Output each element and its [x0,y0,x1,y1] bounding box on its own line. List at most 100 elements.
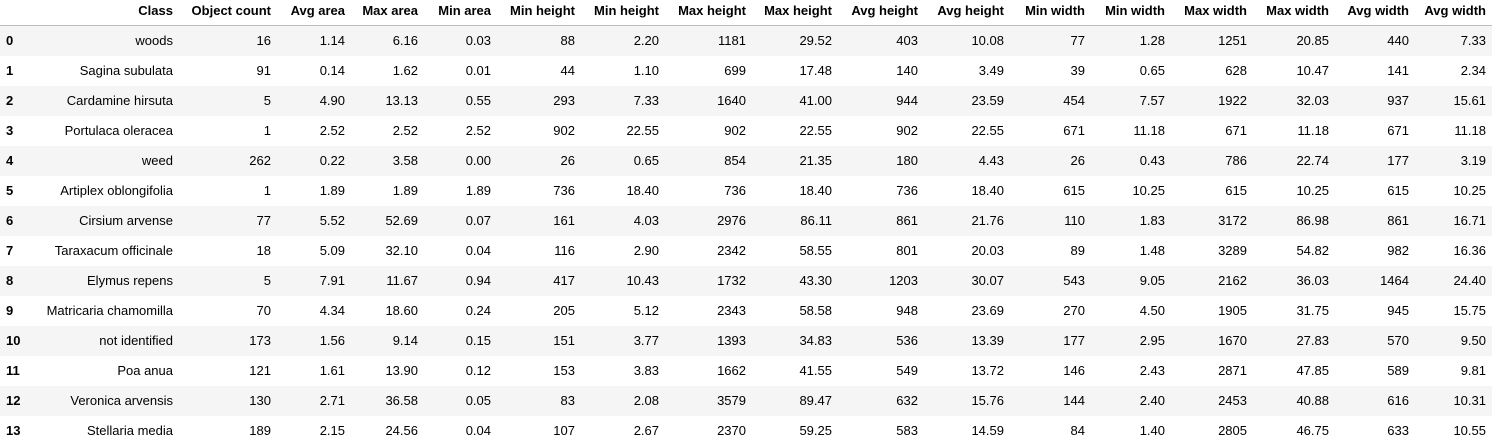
table-cell: 616 [1387,393,1409,408]
table-cell: 205 [553,303,575,318]
table-cell: 671 [1063,123,1085,138]
table-cell: 1 [263,123,271,138]
table-cell: Poa anua [117,363,173,378]
table-cell: Cardamine hirsuta [66,93,173,108]
table-cell: 0.14 [319,63,345,78]
table-cell: Artiplex oblongifolia [60,183,173,198]
table-cell: 44 [560,63,575,78]
table-cell: 13.72 [971,363,1004,378]
table-cell: 20.03 [971,243,1004,258]
table-cell: 21.35 [799,153,832,168]
row-index: 10 [6,333,21,348]
table-cell: 417 [553,273,575,288]
table-cell: 1732 [717,273,746,288]
table-cell: not identified [99,333,173,348]
table-cell: 1.83 [1139,213,1165,228]
table-cell: 902 [896,123,918,138]
table-cell: 18.40 [799,183,832,198]
table-cell: 7.33 [1460,33,1486,49]
table-cell: 34.83 [799,333,832,348]
table-cell: 9.81 [1460,363,1486,378]
table-cell: 151 [553,333,575,348]
table-cell: 3.77 [633,333,659,348]
table-cell: 13.39 [971,333,1004,348]
table-cell: 4.34 [319,303,345,318]
table-cell: 4.90 [319,93,345,108]
table-cell: 671 [1387,123,1409,138]
table-cell: 0.22 [319,153,345,168]
table-cell: 1.48 [1139,243,1165,258]
table-cell: 41.55 [799,363,832,378]
table-cell: 628 [1225,63,1247,78]
table-cell: 2.52 [392,123,418,138]
table-row: 9 Matricaria chamomilla 70 4.34 18.60 0.24 205… [0,295,1492,326]
header-row: Class Object count Avg area Max area Min are… [0,0,1492,26]
table-cell: 3289 [1218,243,1247,258]
table-cell: 36.03 [1296,273,1329,288]
table-cell: 1640 [717,93,746,108]
table-cell: 5.52 [319,213,345,228]
table-cell: 0.15 [465,333,491,348]
table-cell: 2.90 [633,243,659,258]
table-cell: 0.65 [633,153,659,168]
table-cell: 2343 [717,303,746,318]
column-header: Min height [497,0,581,26]
table-cell: 21.76 [971,213,1004,228]
row-index: 1 [6,63,14,78]
table-cell: 2162 [1218,273,1247,288]
table-cell: 937 [1387,93,1409,108]
row-index: 6 [6,213,14,228]
column-header: Max height [665,0,752,26]
table-cell: 141 [1387,63,1409,78]
column-header: Avg width [1415,0,1492,26]
table-cell: 1.89 [319,183,345,198]
table-cell: 27.83 [1296,333,1329,348]
table-cell: 144 [1063,393,1085,408]
table-cell: 3.49 [978,63,1004,78]
table-cell: 89 [1070,243,1085,258]
table-cell: 549 [896,363,918,378]
table-cell: 10.47 [1296,63,1329,78]
index-header [0,0,35,26]
table-cell: 30.07 [971,273,1004,288]
table-cell: 22.55 [626,123,659,138]
table-row: 4 weed 262 0.22 3.58 0.00 26 0.65 854 21.35 180 4.4… [0,145,1492,176]
row-index: 0 [6,33,14,49]
table-cell: 3.58 [392,153,418,168]
table-cell: 902 [553,123,575,138]
table-cell: Veronica arvensis [70,393,173,408]
table-cell: 0.24 [465,303,491,318]
table-cell: 9.14 [392,333,418,348]
table-row: 5 Artiplex oblongifolia 1 1.89 1.89 1.89 736 18… [0,175,1492,206]
table-cell: 982 [1387,243,1409,258]
table-cell: 736 [724,183,746,198]
table-cell: 736 [896,183,918,198]
table-cell: 0.04 [465,243,491,258]
table-cell: 22.55 [971,123,1004,138]
table-cell: 2.71 [319,393,345,408]
table-cell: 861 [1387,213,1409,228]
table-cell: 10.08 [971,33,1004,49]
table-cell: 140 [896,63,918,78]
table-cell: 3.83 [633,363,659,378]
table-cell: 121 [249,363,271,378]
table-cell: 39 [1070,63,1085,78]
table-cell: 2.52 [465,123,491,138]
table-cell: 944 [896,93,918,108]
row-index: 7 [6,243,14,258]
table-cell: 146 [1063,363,1085,378]
table-row: 6 Cirsium arvense 77 5.52 52.69 0.07 161 4.03 29… [0,205,1492,236]
table-cell: 454 [1063,93,1085,108]
table-cell: 32.10 [385,243,418,258]
table-cell: 2.95 [1139,333,1165,348]
table-cell: 270 [1063,303,1085,318]
table-row: 11 Poa anua 121 1.61 13.90 0.12 153 3.83 1662 41.… [0,355,1492,386]
table-cell: 18.60 [385,303,418,318]
table-cell: 10.25 [1453,183,1486,198]
table-cell: 0.43 [1139,153,1165,168]
table-cell: 671 [1225,123,1247,138]
table-cell: 58.58 [799,303,832,318]
table-cell: 10.25 [1132,183,1165,198]
